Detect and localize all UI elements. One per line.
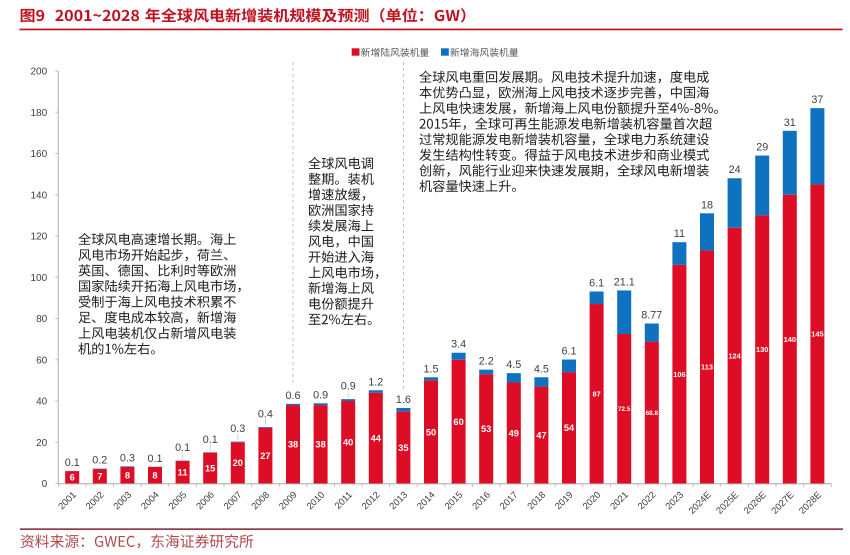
svg-text:11: 11 <box>674 228 685 240</box>
svg-text:15: 15 <box>205 463 215 473</box>
svg-text:0.1: 0.1 <box>147 453 162 465</box>
svg-text:180: 180 <box>31 108 48 119</box>
svg-text:140: 140 <box>31 190 48 201</box>
svg-text:1.5: 1.5 <box>423 363 438 375</box>
svg-text:38: 38 <box>315 440 325 450</box>
svg-text:1.2: 1.2 <box>368 376 383 388</box>
svg-text:0.6: 0.6 <box>285 390 300 402</box>
svg-text:87: 87 <box>592 389 600 398</box>
svg-text:0.4: 0.4 <box>258 409 273 421</box>
svg-text:8: 8 <box>152 471 157 481</box>
svg-text:113: 113 <box>701 363 713 372</box>
svg-text:49: 49 <box>509 428 519 438</box>
svg-text:100: 100 <box>31 273 48 284</box>
svg-text:0.1: 0.1 <box>175 442 190 454</box>
svg-text:53: 53 <box>481 424 491 434</box>
svg-text:6: 6 <box>70 473 75 483</box>
svg-text:24: 24 <box>729 164 741 176</box>
svg-text:60: 60 <box>36 355 48 366</box>
svg-text:60: 60 <box>453 417 463 427</box>
svg-text:8: 8 <box>125 471 130 481</box>
svg-text:37: 37 <box>811 94 823 106</box>
svg-text:44: 44 <box>371 434 382 444</box>
svg-text:3.4: 3.4 <box>451 339 466 351</box>
svg-text:47: 47 <box>536 430 546 440</box>
svg-text:6.1: 6.1 <box>589 278 604 290</box>
svg-text:120: 120 <box>31 232 48 243</box>
svg-text:11: 11 <box>178 468 188 478</box>
svg-text:18: 18 <box>701 199 713 211</box>
svg-text:50: 50 <box>426 427 436 437</box>
svg-text:130: 130 <box>756 345 768 354</box>
svg-text:35: 35 <box>398 443 408 453</box>
svg-text:2.2: 2.2 <box>479 356 494 368</box>
svg-text:21.1: 21.1 <box>614 277 635 289</box>
svg-text:0: 0 <box>42 479 48 490</box>
svg-text:7: 7 <box>97 472 102 482</box>
svg-text:8.77: 8.77 <box>641 310 662 322</box>
svg-text:6.1: 6.1 <box>561 346 576 358</box>
svg-text:124: 124 <box>728 351 741 360</box>
svg-text:29: 29 <box>756 142 768 154</box>
svg-text:140: 140 <box>784 335 796 344</box>
svg-text:4.5: 4.5 <box>534 363 549 375</box>
svg-text:68.8: 68.8 <box>646 410 659 417</box>
svg-text:145: 145 <box>811 330 823 339</box>
svg-text:20: 20 <box>36 438 48 449</box>
svg-text:106: 106 <box>673 370 685 379</box>
svg-text:20: 20 <box>233 458 243 468</box>
svg-text:27: 27 <box>260 451 270 461</box>
svg-text:80: 80 <box>36 314 48 325</box>
svg-text:160: 160 <box>31 149 48 160</box>
svg-text:0.3: 0.3 <box>230 423 245 435</box>
svg-text:72.5: 72.5 <box>618 406 631 413</box>
svg-text:54: 54 <box>564 423 575 433</box>
svg-text:31: 31 <box>784 117 796 129</box>
svg-text:0.9: 0.9 <box>313 389 328 401</box>
svg-text:0.1: 0.1 <box>203 434 218 446</box>
svg-text:40: 40 <box>36 397 48 408</box>
svg-text:40: 40 <box>343 438 353 448</box>
svg-text:0.3: 0.3 <box>120 452 135 464</box>
svg-text:1.6: 1.6 <box>396 394 411 406</box>
svg-text:0.9: 0.9 <box>341 381 356 393</box>
svg-text:4.5: 4.5 <box>506 359 521 371</box>
svg-text:0.1: 0.1 <box>65 457 80 469</box>
svg-text:0.2: 0.2 <box>92 455 107 467</box>
svg-text:38: 38 <box>288 440 298 450</box>
svg-text:200: 200 <box>31 67 48 78</box>
